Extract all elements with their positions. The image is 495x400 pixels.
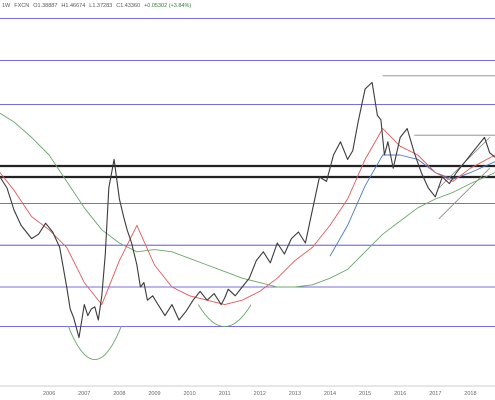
- high-value: H1.46674: [61, 3, 86, 9]
- x-tick-label-1: 2007: [78, 391, 90, 397]
- close-value: C1.43360: [116, 3, 141, 9]
- x-tick-label-2: 2008: [113, 391, 125, 397]
- x-tick-label-4: 2010: [183, 391, 195, 397]
- symbol-label[interactable]: FXCN: [14, 3, 30, 9]
- low-value: L1.37283: [89, 3, 113, 9]
- price-line: [0, 81, 495, 339]
- x-tick-label-9: 2015: [359, 391, 371, 397]
- x-tick-label-10: 2016: [394, 391, 406, 397]
- symbol-header: 1W FXCN O1.38887 H1.46674 L1.37283 C1.43…: [2, 3, 191, 9]
- x-tick-label-3: 2009: [148, 391, 160, 397]
- x-tick-label-11: 2017: [429, 391, 441, 397]
- x-tick-label-12: 2018: [464, 391, 476, 397]
- base-arc-0: [68, 326, 122, 360]
- base-arc-1: [197, 304, 252, 328]
- x-tick-label-5: 2011: [219, 391, 231, 397]
- change-value: +0.05302 (+3.84%): [144, 3, 192, 9]
- ma_fast-line: [0, 128, 495, 306]
- x-tick-label-7: 2013: [289, 391, 301, 397]
- x-tick-label-6: 2012: [254, 391, 266, 397]
- x-tick-label-0: 2006: [43, 391, 55, 397]
- interval-label[interactable]: 1W: [2, 3, 11, 9]
- ma_mid-line: [329, 154, 495, 257]
- x-tick-label-8: 2014: [324, 391, 336, 397]
- open-value: O1.38887: [33, 3, 58, 9]
- ma_slow-line: [0, 112, 495, 288]
- channel-line-1: [438, 167, 491, 220]
